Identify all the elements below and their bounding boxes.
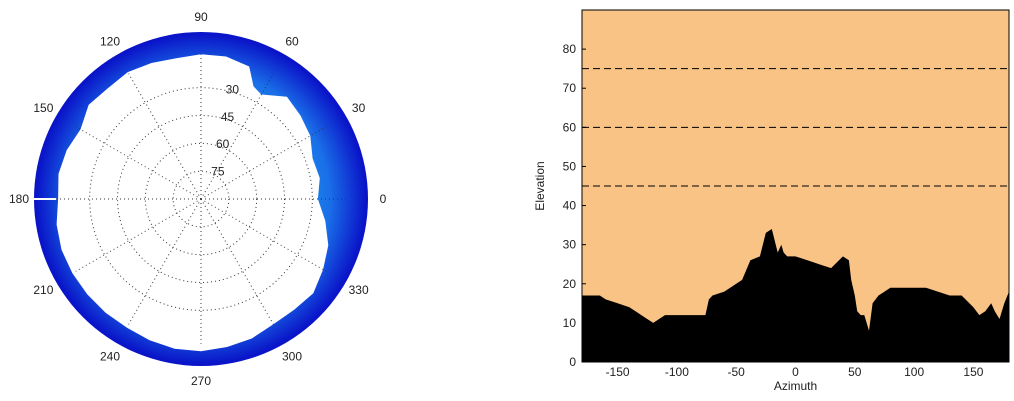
polar-angle-label: 240 xyxy=(100,350,120,364)
profile-y-tick-label: 20 xyxy=(563,277,577,291)
polar-angle-label: 60 xyxy=(285,34,299,48)
profile-layer: 0 10 20 30 40 50 60 70 80 -150 -100 -50 0 50 100 150 Azi… xyxy=(533,9,1010,393)
profile-y-tick-label: 0 xyxy=(569,355,576,369)
polar-spoke-line xyxy=(200,198,327,272)
polar-elevation-circle xyxy=(89,87,313,311)
polar-elevation-label: 75 xyxy=(211,165,225,179)
polar-spoke-line xyxy=(75,198,202,272)
profile-x-tick-label: 0 xyxy=(792,365,799,379)
polar-angle-label: 0 xyxy=(380,192,387,206)
profile-y-tick-label: 10 xyxy=(563,316,577,330)
polar-spoke-line xyxy=(200,126,327,200)
polar-elevation-circle xyxy=(117,115,285,283)
profile-chart-svg: 0 10 20 30 40 50 60 70 80 -150 -100 -50 0 50 100 150 Azi… xyxy=(533,9,1010,393)
polar-angle-label: 30 xyxy=(352,101,366,115)
profile-y-tick-label: 50 xyxy=(563,159,577,173)
polar-visible-sky-region xyxy=(56,54,329,352)
polar-angle-label: 180 xyxy=(9,192,29,206)
polar-horizon-plot: 30 45 60 75 90 60 30 0 330 300 270 240 210 180 150 120 xyxy=(0,0,410,396)
profile-y-tick-label: 30 xyxy=(563,238,577,252)
polar-spoke-line xyxy=(128,198,202,325)
polar-angle-label: 300 xyxy=(282,350,302,364)
polar-spoke-line xyxy=(200,73,274,200)
profile-terrain-area xyxy=(582,229,1009,362)
profile-x-tick-label: -50 xyxy=(728,365,746,379)
polar-spoke-line xyxy=(75,126,202,200)
elevation-profile-plot: 0 10 20 30 40 50 60 70 80 -150 -100 -50 0 50 100 150 Azi… xyxy=(520,0,1014,396)
polar-angle-label: 270 xyxy=(191,374,211,388)
profile-y-tick-label: 60 xyxy=(563,120,577,134)
polar-angle-label: 210 xyxy=(33,283,53,297)
polar-spoke-line xyxy=(200,198,274,325)
polar-angle-label: 90 xyxy=(194,10,208,24)
polar-spoke-line xyxy=(128,73,202,200)
profile-x-axis-label: Azimuth xyxy=(774,379,817,393)
polar-elevation-label: 60 xyxy=(216,137,230,151)
profile-x-tick-label: 150 xyxy=(963,365,983,379)
profile-y-axis-label: Elevation xyxy=(533,161,547,210)
polar-angle-label: 150 xyxy=(33,101,53,115)
profile-x-tick-label: 50 xyxy=(848,365,862,379)
polar-elevation-label: 45 xyxy=(221,110,235,124)
polar-angle-label: 330 xyxy=(349,283,369,297)
polar-angle-label: 120 xyxy=(100,34,120,48)
profile-x-tick-label: -150 xyxy=(606,365,630,379)
polar-elevation-label: 30 xyxy=(226,82,240,96)
polar-elevation-circle xyxy=(172,170,230,228)
profile-x-tick-label: -100 xyxy=(665,365,689,379)
profile-y-tick-label: 70 xyxy=(563,81,577,95)
profile-y-tick-label: 40 xyxy=(563,199,577,213)
profile-x-tick-label: 100 xyxy=(904,365,924,379)
polar-elevation-circle xyxy=(144,142,258,256)
profile-y-tick-label: 80 xyxy=(563,42,577,56)
